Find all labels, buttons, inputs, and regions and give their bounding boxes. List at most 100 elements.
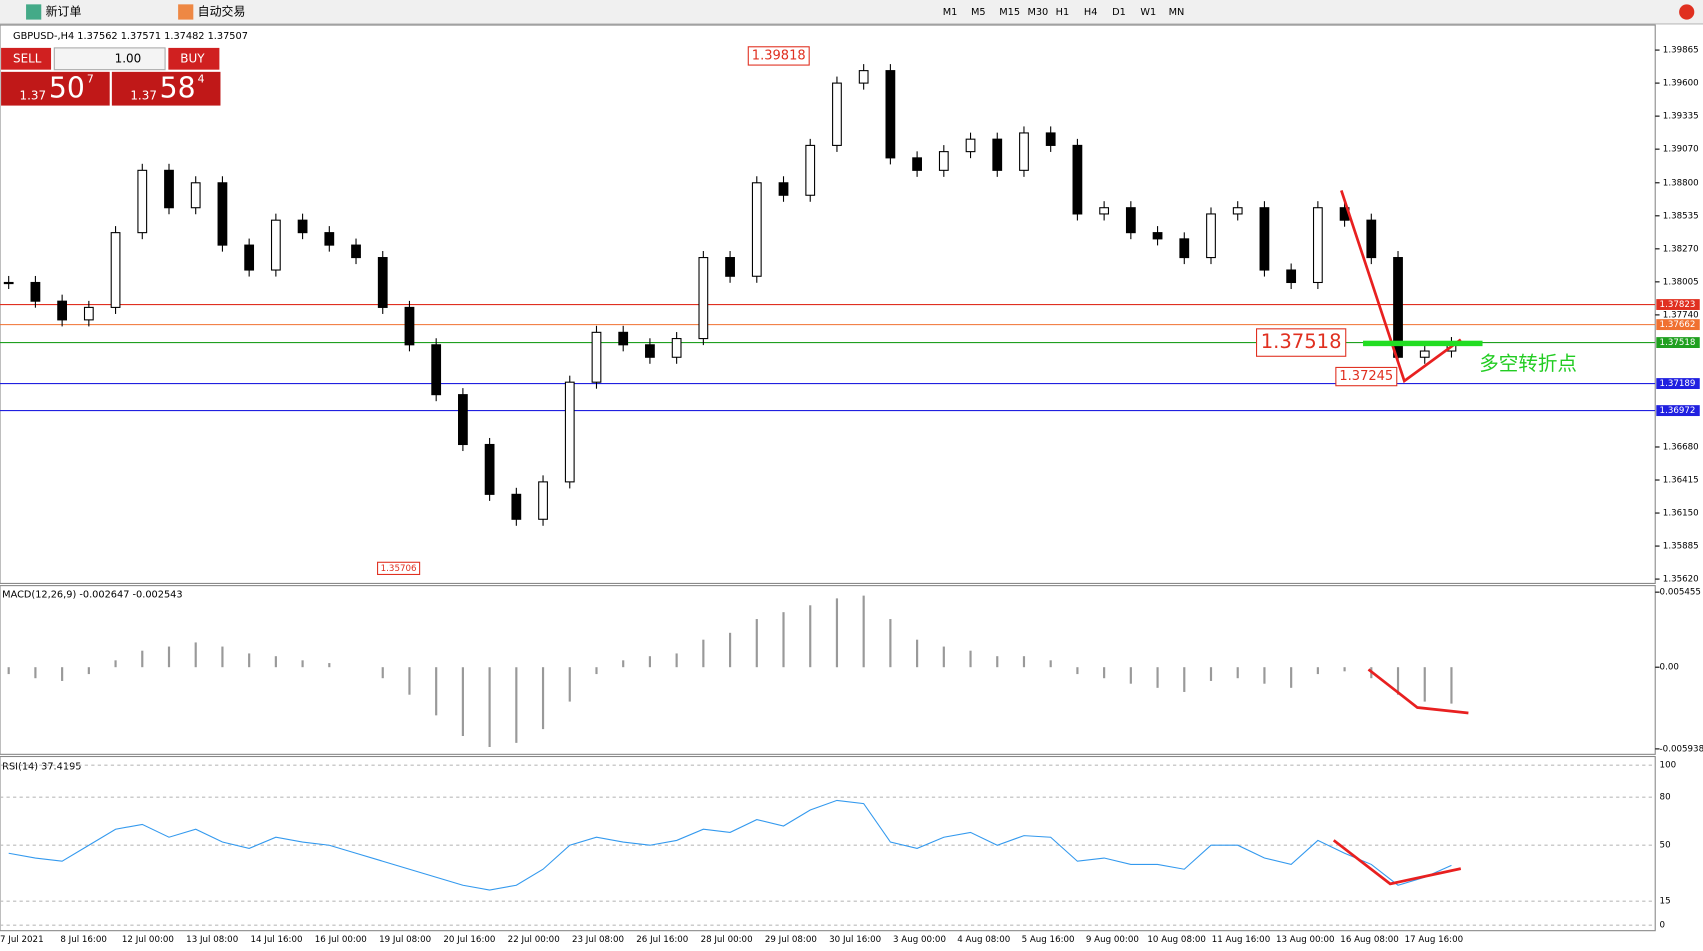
candle: [297, 219, 308, 234]
notification[interactable]: [1679, 4, 1695, 20]
candle: [805, 144, 816, 196]
candle: [965, 138, 976, 153]
candle: [618, 331, 629, 346]
buy-price-box[interactable]: [111, 71, 221, 106]
candle: [1045, 132, 1056, 146]
timeframe-button[interactable]: W1: [1140, 7, 1156, 18]
level-tag-label: 1.37662: [1660, 320, 1696, 330]
new-order-icon[interactable]: [26, 4, 42, 20]
timeframe-button[interactable]: D1: [1112, 7, 1126, 18]
candle: [244, 244, 255, 271]
timeframe-button[interactable]: M5: [971, 7, 986, 18]
lot-value[interactable]: 1.00: [115, 51, 142, 65]
rsi-arrow: [1332, 839, 1462, 886]
y-tick-label: 1.38005: [1663, 277, 1699, 287]
turning-point-note: 多空转折点: [1479, 352, 1577, 375]
auto-trade-icon[interactable]: [178, 4, 194, 20]
y-tick-label: 1.39070: [1663, 145, 1699, 155]
candle: [1366, 219, 1377, 259]
price-annotation-box: [1256, 328, 1347, 357]
plots: 1.39865 1.39600 1.39335 1.39070 1.38800 1.385…: [0, 46, 1703, 945]
x-tick-label: 12 Jul 00:00: [122, 935, 174, 945]
price-annotation-box: [1335, 366, 1398, 387]
sell-button[interactable]: [1, 47, 52, 70]
timeframe-button[interactable]: H4: [1084, 7, 1098, 18]
candle: [992, 138, 1003, 171]
candle: [912, 157, 922, 171]
timeframe-button[interactable]: MN: [1169, 7, 1185, 18]
sell-price-sup: 7: [87, 72, 94, 85]
new-order-button[interactable]: 新订单: [46, 3, 82, 18]
candle: [484, 443, 495, 495]
level-tag: [1656, 299, 1700, 310]
sell-price-big: 1.37: [20, 88, 47, 102]
x-tick-label: 9 Aug 00:00: [1086, 935, 1139, 945]
y-tick-label: 1.35620: [1663, 575, 1699, 585]
candle: [1206, 213, 1216, 259]
y-tick-label: 100: [1660, 761, 1677, 771]
x-tick-label: 8 Jul 16:00: [60, 935, 107, 945]
candle: [885, 70, 896, 159]
y-tick-label: 50: [1660, 841, 1671, 851]
y-tick-label: 1.36150: [1663, 509, 1699, 519]
candle: [511, 493, 522, 520]
candle: [1232, 207, 1243, 215]
x-tick-label: 23 Jul 08:00: [572, 935, 624, 945]
x-tick-label: 16 Aug 08:00: [1340, 935, 1399, 945]
x-tick-label: 13 Aug 00:00: [1276, 935, 1335, 945]
candle: [671, 338, 682, 358]
price-annotation-box: [377, 561, 421, 576]
x-tick-label: 22 Jul 00:00: [508, 935, 560, 945]
buy-price-sup: 4: [198, 72, 205, 85]
x-tick-label: 3 Aug 00:00: [893, 935, 946, 945]
buy-price-main: 58: [160, 71, 196, 104]
candle: [1099, 207, 1110, 215]
symbol-info: GBPUSD-,H4 1.37562 1.37571 1.37482 1.375…: [13, 31, 248, 42]
candle: [30, 281, 41, 302]
candle: [1179, 238, 1190, 259]
x-tick-label: 30 Jul 16:00: [829, 935, 881, 945]
candle: [1072, 144, 1083, 215]
y-tick-label: 1.39600: [1663, 79, 1699, 89]
y-tick-label: 1.36415: [1663, 476, 1699, 486]
auto-trade-button[interactable]: 自动交易: [198, 3, 246, 18]
rsi-label: RSI(14) 37.4195: [2, 761, 81, 772]
y-tick-label: 1.38535: [1663, 211, 1699, 221]
candle: [1393, 257, 1403, 358]
candle: [57, 300, 68, 321]
rsi-panel: [0, 755, 1656, 932]
candle: [3, 281, 14, 285]
lot-input[interactable]: [53, 47, 166, 71]
timeframe-button[interactable]: H1: [1056, 7, 1070, 18]
price-annotation: 1.39818: [752, 48, 806, 63]
candle: [725, 257, 735, 277]
level-tag-label: 1.36972: [1660, 406, 1696, 416]
turning-bar: [1363, 340, 1483, 347]
y-tick-label: 1.37740: [1663, 310, 1699, 320]
buy-button[interactable]: [168, 47, 220, 70]
candle: [564, 381, 575, 483]
timeframe-button[interactable]: M15: [999, 7, 1020, 18]
timeframe-button[interactable]: M1: [943, 7, 958, 18]
y-tick-label: 0.00: [1660, 663, 1679, 673]
candle: [404, 306, 415, 346]
y-tick-label: 80: [1660, 793, 1671, 803]
candle: [83, 306, 94, 321]
y-tick-label: 1.39335: [1663, 112, 1699, 122]
x-tick-label: 14 Jul 16:00: [250, 935, 302, 945]
x-tick-label: 5 Aug 16:00: [1022, 935, 1075, 945]
timeframe-button[interactable]: M30: [1027, 7, 1048, 18]
candle: [110, 232, 121, 308]
price-annotation: 1.35706: [381, 564, 417, 574]
x-tick-label: 10 Aug 08:00: [1147, 935, 1206, 945]
buy-label[interactable]: BUY: [180, 51, 205, 65]
candle: [458, 394, 468, 446]
price-annotation: 1.37518: [1261, 330, 1342, 353]
level-tag-label: 1.37189: [1660, 379, 1696, 389]
sell-label[interactable]: SELL: [13, 51, 42, 65]
x-tick-label: 20 Jul 16:00: [443, 935, 495, 945]
sell-price-box[interactable]: [1, 71, 110, 106]
x-tick-label: 17 Aug 16:00: [1405, 935, 1464, 945]
price-annotation: 1.37245: [1339, 369, 1393, 384]
